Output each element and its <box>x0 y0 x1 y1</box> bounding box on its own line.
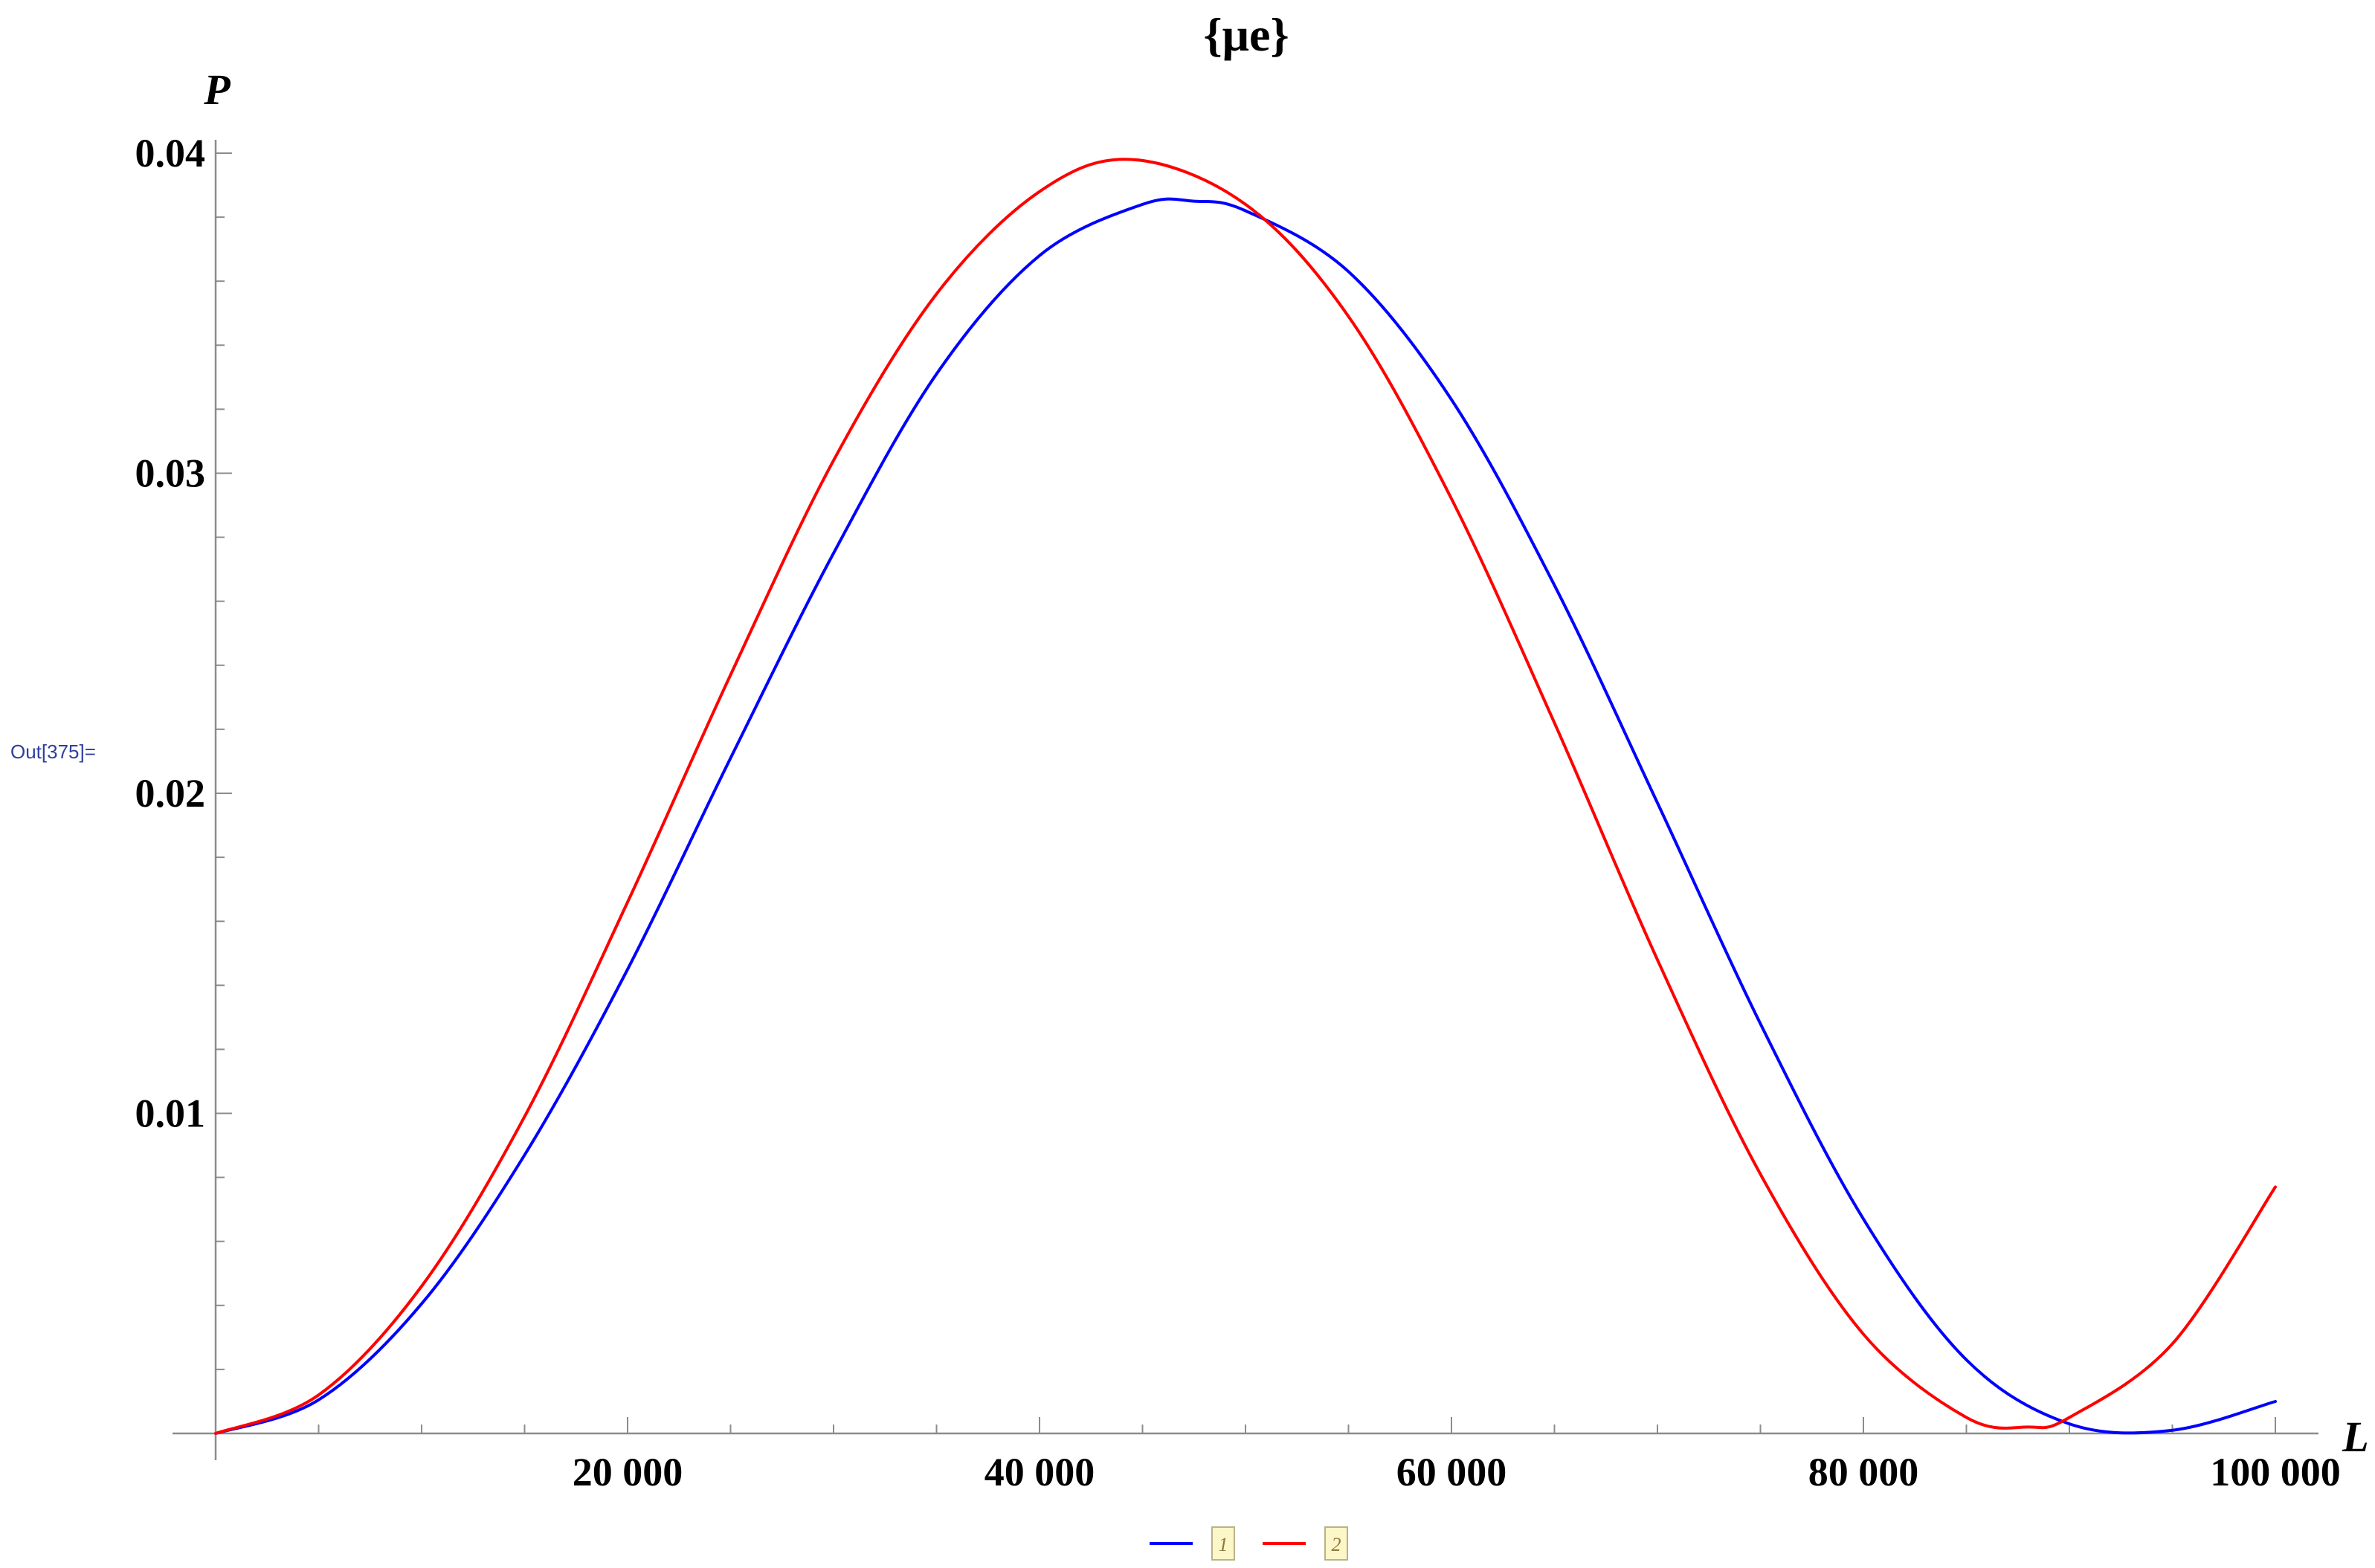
legend-entry-2: 2 <box>1332 1534 1341 1555</box>
x-tick-label: 60 000 <box>1396 1450 1507 1494</box>
legend-label-box <box>1324 1526 1348 1561</box>
x-tick-label: 80 000 <box>1808 1450 1919 1494</box>
x-axis-label: L <box>2342 1413 2368 1461</box>
output-cell-label: Out[375]= <box>10 741 96 763</box>
y-tick-label: 0.02 <box>135 771 206 816</box>
y-tick-label: 0.01 <box>135 1091 206 1136</box>
series-line-2 <box>214 158 2277 1435</box>
y-tick-label: 0.03 <box>135 451 206 496</box>
x-tick-label: 40 000 <box>985 1450 1095 1494</box>
legend-label-box <box>1211 1526 1235 1561</box>
x-tick-label: 20 000 <box>573 1450 683 1494</box>
y-axis-label: P <box>203 65 231 114</box>
series-group <box>214 158 2277 1435</box>
series-line-1 <box>214 197 2277 1435</box>
y-tick-label: 0.04 <box>135 131 206 175</box>
axes <box>173 140 2318 1460</box>
ticks: 20 000 40 000 60 000 80 000 100 000 0.01 0.02 0… <box>135 131 2341 1494</box>
legend-entry-1: 1 <box>1219 1534 1228 1555</box>
x-tick-label: 100 000 <box>2210 1450 2341 1494</box>
chart-title: {μe} <box>1203 8 1289 61</box>
